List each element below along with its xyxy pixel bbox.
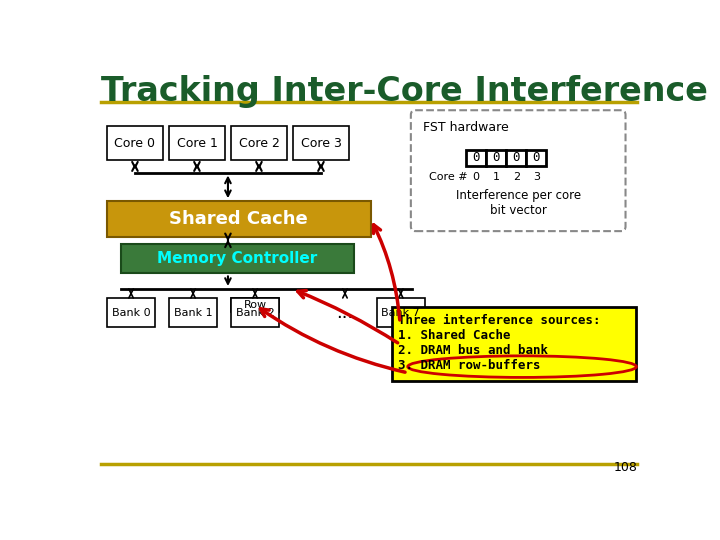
Text: Tracking Inter-Core Interference: Tracking Inter-Core Interference xyxy=(101,75,708,108)
Text: Bank 2: Bank 2 xyxy=(235,308,274,318)
FancyBboxPatch shape xyxy=(169,298,217,327)
FancyBboxPatch shape xyxy=(392,307,636,381)
Text: 1: 1 xyxy=(492,172,500,182)
FancyBboxPatch shape xyxy=(107,298,155,327)
Text: Three interference sources:
1. Shared Cache
2. DRAM bus and bank
3. DRAM row-buf: Three interference sources: 1. Shared Ca… xyxy=(398,314,601,372)
FancyBboxPatch shape xyxy=(526,150,546,166)
Text: 0: 0 xyxy=(472,172,480,182)
Text: 3: 3 xyxy=(533,172,540,182)
FancyBboxPatch shape xyxy=(466,150,486,166)
FancyBboxPatch shape xyxy=(293,126,349,160)
Text: 2: 2 xyxy=(513,172,520,182)
Text: Bank 0: Bank 0 xyxy=(112,308,150,318)
Text: Shared Cache: Shared Cache xyxy=(169,210,308,228)
FancyBboxPatch shape xyxy=(411,110,626,231)
FancyBboxPatch shape xyxy=(231,126,287,160)
Text: Core 1: Core 1 xyxy=(176,137,217,150)
FancyBboxPatch shape xyxy=(377,298,425,327)
Text: Core #: Core # xyxy=(429,172,468,182)
FancyBboxPatch shape xyxy=(169,126,225,160)
Text: 0: 0 xyxy=(472,151,480,165)
Text: ...: ... xyxy=(336,303,354,322)
Text: Row: Row xyxy=(243,300,266,310)
Text: Core 3: Core 3 xyxy=(300,137,341,150)
Text: FST hardware: FST hardware xyxy=(423,121,509,134)
Text: Core 0: Core 0 xyxy=(114,137,156,150)
Text: Bank 1: Bank 1 xyxy=(174,308,212,318)
Text: 0: 0 xyxy=(492,151,500,165)
FancyBboxPatch shape xyxy=(506,150,526,166)
Text: Bank 7: Bank 7 xyxy=(382,308,420,318)
FancyBboxPatch shape xyxy=(486,150,506,166)
Text: Interference per core
bit vector: Interference per core bit vector xyxy=(456,190,581,218)
Text: 0: 0 xyxy=(513,151,520,165)
Text: 108: 108 xyxy=(613,462,637,475)
FancyBboxPatch shape xyxy=(121,244,354,273)
Text: Core 2: Core 2 xyxy=(238,137,279,150)
Text: Memory Controller: Memory Controller xyxy=(157,251,318,266)
FancyBboxPatch shape xyxy=(231,298,279,312)
FancyBboxPatch shape xyxy=(107,201,371,237)
FancyBboxPatch shape xyxy=(231,298,279,327)
FancyBboxPatch shape xyxy=(107,126,163,160)
Text: 0: 0 xyxy=(533,151,540,165)
